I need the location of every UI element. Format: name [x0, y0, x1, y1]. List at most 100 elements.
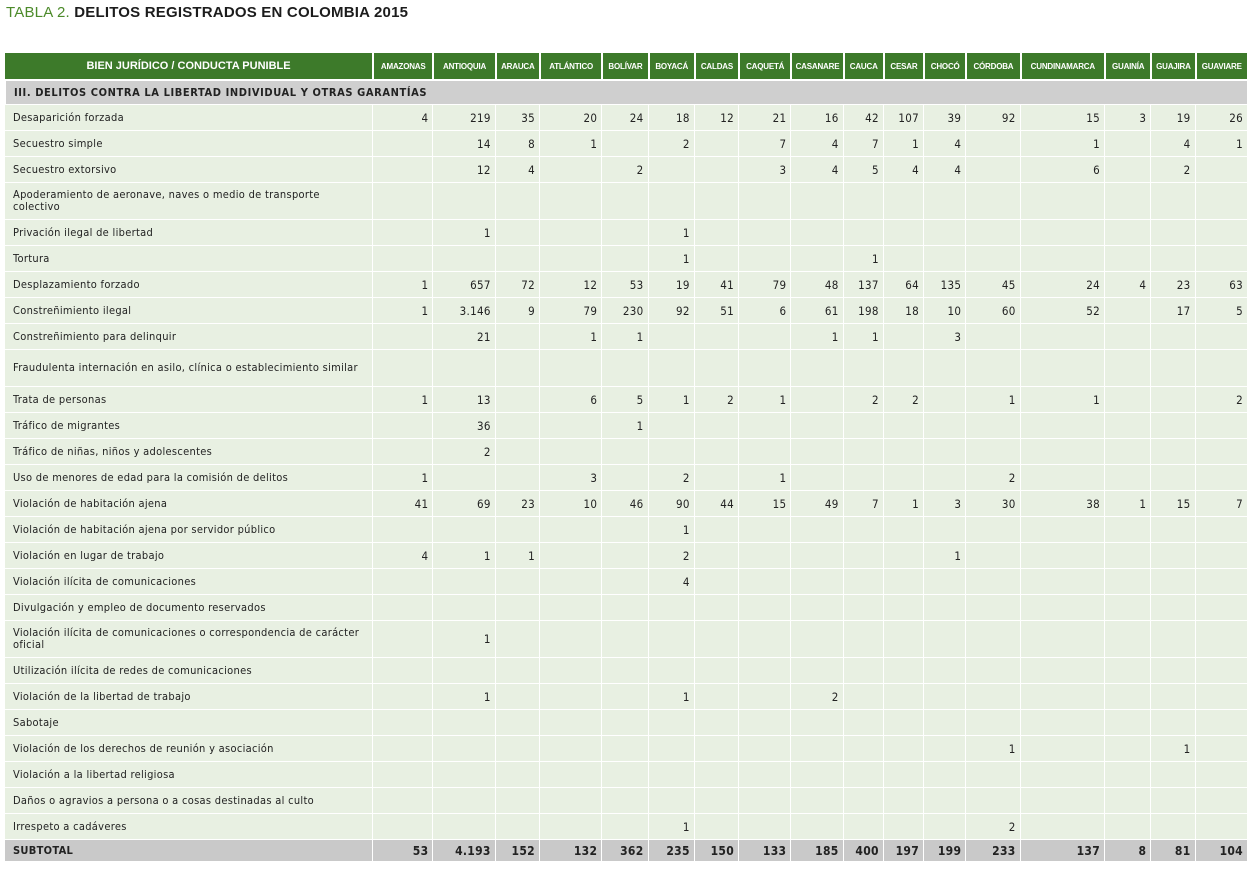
- table-cell: [538, 595, 602, 621]
- table-cell: [923, 621, 966, 658]
- table-cell: 6: [1019, 157, 1105, 183]
- table-row: Violación de la libertad de trabajo 1 1 2: [5, 684, 1247, 710]
- table-cell: 38: [1019, 491, 1105, 517]
- table-cell: 52: [1019, 298, 1105, 324]
- table-cell: [842, 710, 883, 736]
- table-cell: [372, 621, 433, 658]
- table-cell: [882, 814, 924, 840]
- table-cell: [923, 710, 966, 736]
- table-cell: [1019, 465, 1105, 491]
- table-title: TABLA 2. DELITOS REGISTRADOS EN COLOMBIA…: [6, 4, 408, 21]
- section-row: III. DELITOS CONTRA LA LIBERTAD INDIVIDU…: [5, 81, 1247, 105]
- table-cell: [601, 350, 648, 387]
- table-cell: [738, 814, 791, 840]
- table-cell: 2: [647, 543, 694, 569]
- table-cell: [1150, 621, 1195, 658]
- table-cell: 15: [738, 491, 791, 517]
- table-cell: [965, 157, 1020, 183]
- table-cell: [647, 736, 694, 762]
- table-cell: [372, 710, 433, 736]
- table-cell: 60: [965, 298, 1020, 324]
- subtotal-cell: 400: [842, 840, 883, 861]
- subtotal-cell: 235: [647, 840, 694, 861]
- table-cell: [1104, 814, 1151, 840]
- table-cell: [842, 684, 883, 710]
- table-cell: [923, 517, 966, 543]
- table-cell: [372, 246, 433, 272]
- table-cell: [1019, 710, 1105, 736]
- table-cell: [494, 246, 539, 272]
- table-cell: [1104, 595, 1151, 621]
- table-cell: [494, 517, 539, 543]
- table-cell: 9: [494, 298, 539, 324]
- table-cell: [923, 413, 966, 439]
- table-cell: 51: [693, 298, 739, 324]
- table-cell: 4: [790, 131, 843, 157]
- table-cell: [1194, 684, 1247, 710]
- table-cell: [790, 569, 843, 595]
- table-cell: 1: [647, 684, 694, 710]
- table-row: Irrespeto a cadáveres 1 2: [5, 814, 1247, 840]
- subtotal-cell: 152: [494, 840, 539, 861]
- table-cell: 219: [432, 105, 495, 131]
- column-header-department: CUNDINAMARCA: [1019, 53, 1105, 79]
- table-cell: [1194, 736, 1247, 762]
- table-cell: [738, 413, 791, 439]
- table-cell: 30: [965, 491, 1020, 517]
- table-row: Violación de los derechos de reunión y a…: [5, 736, 1247, 762]
- table-cell: [538, 517, 602, 543]
- table-cell: [538, 246, 602, 272]
- table-cell: [494, 710, 539, 736]
- table-row: Desplazamiento forzado 1 657 72 12 53 19 41 79 48…: [5, 272, 1247, 298]
- table-row: Daños o agravios a persona o a cosas des…: [5, 788, 1247, 814]
- table-cell: [842, 350, 883, 387]
- table-cell: [965, 621, 1020, 658]
- table-cell: 1: [372, 465, 433, 491]
- table-cell: [693, 131, 739, 157]
- table-cell: 1: [601, 413, 648, 439]
- table-cell: [923, 220, 966, 246]
- table-cell: [923, 439, 966, 465]
- table-row: Tráfico de niñas, niños y adolescentes 2: [5, 439, 1247, 465]
- row-label: Constreñimiento ilegal: [5, 298, 373, 324]
- table-cell: [432, 814, 495, 840]
- table-cell: [1150, 183, 1195, 220]
- row-label: Tortura: [5, 246, 373, 272]
- table-cell: [601, 595, 648, 621]
- row-label: Violación de los derechos de reunión y a…: [5, 736, 373, 762]
- table-cell: [601, 569, 648, 595]
- table-cell: 20: [538, 105, 602, 131]
- table-cell: [432, 762, 495, 788]
- table-cell: [923, 736, 966, 762]
- table-row: Secuestro simple 14 8 1 2 7 4 7 1 4 1 4 1: [5, 131, 1247, 157]
- table-cell: [965, 710, 1020, 736]
- table-cell: [601, 814, 648, 840]
- subtotal-cell: 81: [1150, 840, 1195, 861]
- table-cell: 4: [494, 157, 539, 183]
- table-cell: [432, 517, 495, 543]
- table-cell: [842, 814, 883, 840]
- table-cell: [693, 324, 739, 350]
- table-row: Apoderamiento de aeronave, naves o medio…: [5, 183, 1247, 220]
- table-cell: 1: [1194, 131, 1247, 157]
- column-header-department: CESAR: [882, 53, 924, 79]
- table-cell: [965, 246, 1020, 272]
- table-cell: [923, 183, 966, 220]
- table-cell: [372, 157, 433, 183]
- column-header-department: AMAZONAS: [372, 53, 433, 79]
- table-cell: [538, 736, 602, 762]
- table-row: Tortura 1 1: [5, 246, 1247, 272]
- row-label: Secuestro extorsivo: [5, 157, 373, 183]
- subtotal-cell: 53: [372, 840, 433, 861]
- table-cell: [1019, 621, 1105, 658]
- table-cell: 2: [882, 387, 924, 413]
- table-cell: [790, 439, 843, 465]
- table-cell: 48: [790, 272, 843, 298]
- table-cell: [882, 439, 924, 465]
- table-cell: [1194, 517, 1247, 543]
- section-title: III. DELITOS CONTRA LA LIBERTAD INDIVIDU…: [5, 81, 1247, 105]
- table-cell: 10: [538, 491, 602, 517]
- table-cell: [1019, 736, 1105, 762]
- table-cell: [1194, 350, 1247, 387]
- table-cell: [647, 157, 694, 183]
